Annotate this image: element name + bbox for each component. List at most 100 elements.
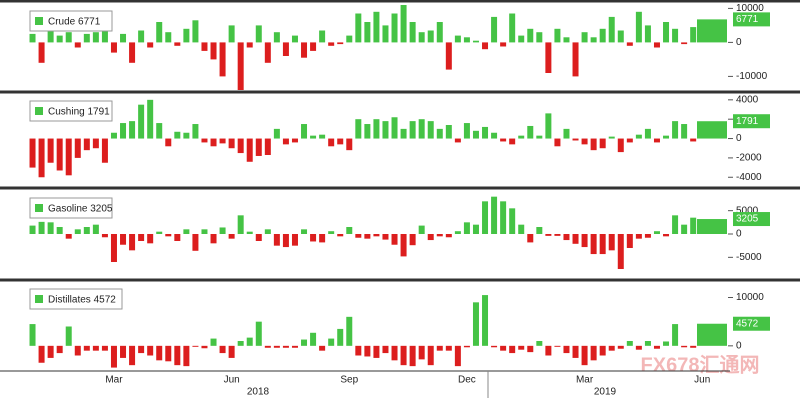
bar: [129, 345, 136, 366]
legend-box: [29, 288, 123, 310]
bar: [219, 138, 226, 144]
bar: [418, 225, 425, 234]
bar: [92, 32, 99, 43]
bar: [328, 138, 335, 147]
bar: [255, 234, 262, 241]
y-tick-label: -5000: [736, 252, 762, 263]
y-tick-label: -10000: [736, 71, 768, 82]
latest-bar: [697, 323, 727, 346]
bar: [527, 28, 534, 43]
legend: Gasoline 3205: [29, 197, 113, 219]
latest-value-box: [733, 212, 770, 227]
bar: [690, 138, 697, 142]
bar: [572, 42, 579, 77]
bar: [482, 126, 489, 139]
bar: [373, 119, 380, 139]
bar: [626, 234, 633, 248]
bar: [599, 28, 606, 43]
bar: [156, 345, 163, 361]
bar: [264, 42, 271, 63]
bar: [445, 345, 452, 351]
bar: [364, 345, 371, 357]
bar: [536, 135, 543, 139]
bar: [147, 234, 154, 244]
bar: [472, 302, 479, 346]
x-tick-label: Jun: [224, 375, 240, 386]
bar: [482, 201, 489, 234]
bar: [545, 113, 552, 139]
bar: [409, 345, 416, 367]
x-group-label: 2018: [247, 387, 270, 398]
legend: Distillates 4572: [29, 288, 123, 310]
bar: [400, 234, 407, 257]
bar: [65, 234, 72, 239]
bar: [301, 339, 308, 346]
bar: [165, 345, 172, 362]
legend-name: Cushing: [48, 106, 85, 117]
bar: [174, 234, 181, 241]
bar: [581, 138, 588, 145]
bar: [147, 42, 154, 48]
bar: [382, 121, 389, 139]
bar: [319, 30, 326, 43]
bar: [165, 234, 172, 237]
bar: [355, 13, 362, 43]
bar: [147, 345, 154, 356]
bar: [255, 25, 262, 43]
latest-bar: [697, 121, 727, 139]
bar: [509, 13, 516, 43]
bar: [572, 234, 579, 244]
bar: [291, 35, 298, 43]
bar: [156, 22, 163, 43]
bar: [174, 42, 181, 46]
bar: [74, 138, 81, 158]
bar: [418, 345, 425, 360]
bar: [192, 124, 199, 139]
bar: [228, 234, 235, 239]
bar: [509, 208, 516, 234]
bar: [165, 32, 172, 43]
bar: [608, 345, 615, 351]
bar: [427, 30, 434, 43]
bar: [581, 32, 588, 43]
bar: [56, 345, 63, 354]
bar: [183, 345, 190, 367]
bar: [355, 345, 362, 356]
bar: [690, 345, 697, 348]
bar: [355, 234, 362, 238]
bar: [282, 42, 289, 56]
bar: [183, 28, 190, 43]
bar: [491, 16, 498, 43]
legend-label: Crude 6771: [48, 16, 101, 27]
bar: [491, 196, 498, 234]
bar: [681, 42, 688, 45]
bar: [192, 20, 199, 43]
bar: [672, 215, 679, 234]
legend-value: 4572: [94, 294, 117, 305]
bar: [608, 136, 615, 139]
bar: [563, 128, 570, 139]
bar: [500, 42, 507, 47]
bar: [310, 234, 317, 242]
bar: [672, 121, 679, 139]
bar: [282, 138, 289, 145]
bar: [409, 22, 416, 43]
bar: [653, 231, 660, 234]
bar: [509, 138, 516, 145]
bar: [454, 231, 461, 234]
y-tick-label: 10000: [736, 292, 764, 303]
bar: [56, 227, 63, 234]
bar: [38, 138, 45, 178]
bar: [120, 234, 127, 245]
bar: [246, 42, 253, 48]
y-tick-label: 4000: [736, 94, 759, 105]
bar: [653, 345, 660, 349]
x-tick-label: Dec: [458, 375, 476, 386]
bar: [400, 345, 407, 366]
bar: [663, 341, 670, 346]
bar: [572, 345, 579, 358]
bar: [301, 42, 308, 58]
x-tick-label: Sep: [340, 375, 358, 386]
bar: [210, 42, 217, 60]
bar: [138, 345, 145, 354]
